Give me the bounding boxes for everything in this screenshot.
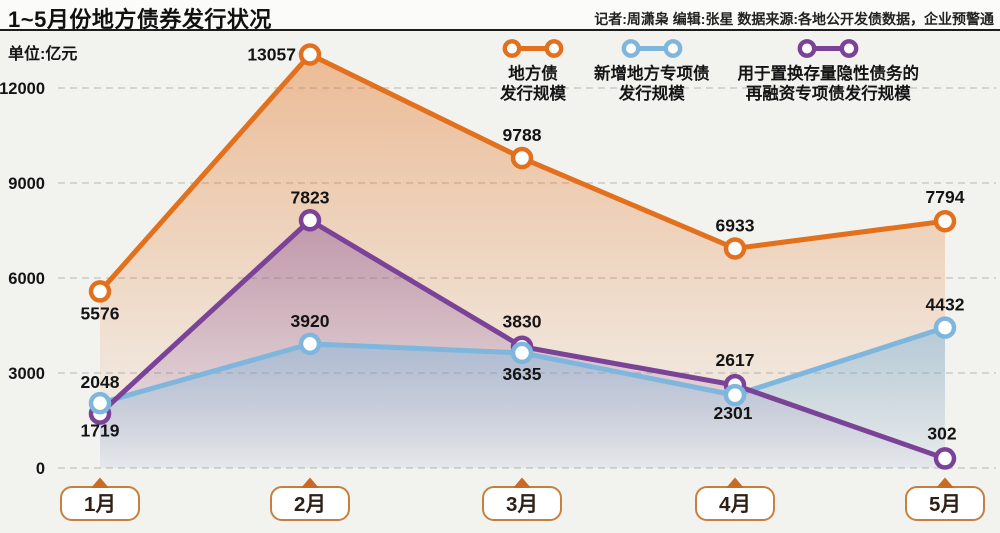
value-label: 2617 (716, 350, 755, 370)
pill-arrow-icon (936, 477, 954, 488)
x-axis-label: 2月 (294, 493, 326, 516)
pill-arrow-icon (726, 477, 744, 488)
unit-label: 单位:亿元 (8, 46, 78, 63)
data-point-marker (510, 146, 534, 170)
x-axis-label: 5月 (929, 493, 961, 516)
credits-text: 记者:周潇枭 编辑:张星 数据来源:各地公开发债数据，企业预警通 (594, 11, 994, 27)
data-point-marker (298, 209, 322, 232)
data-point-marker (723, 237, 747, 260)
legend-marker-icon (621, 39, 683, 58)
x-axis-label: 4月 (719, 493, 751, 516)
data-point-marker (933, 447, 957, 470)
chart-legend: 地方债 发行规模 新增地方专项债 发行规模 用于置换存量隐性债务的 再融资专项债发行规模 (500, 37, 919, 105)
value-label: 7823 (291, 187, 330, 207)
data-point-marker (933, 209, 957, 233)
data-point-marker (298, 332, 322, 356)
legend-marker-icon (502, 39, 564, 58)
legend-label: 地方债 发行规模 (500, 65, 566, 104)
legend-label: 用于置换存量隐性债务的 再融资专项债发行规模 (737, 65, 920, 104)
data-point-marker (88, 391, 112, 415)
y-tick-label: 12000 (0, 80, 45, 98)
y-tick-label: 9000 (8, 175, 45, 193)
legend-label: 新增地方专项债 发行规模 (594, 65, 710, 104)
y-tick-label: 0 (36, 460, 45, 478)
pill-arrow-icon (91, 477, 109, 488)
value-label: 3830 (503, 312, 542, 332)
data-point-marker (933, 316, 957, 339)
x-axis-label: 1月 (84, 493, 116, 516)
header-bar: 1~5月份地方债券发行状况 记者:周潇枭 编辑:张星 数据来源:各地公开发债数据… (0, 0, 1000, 32)
value-label: 6933 (716, 215, 755, 235)
value-label: 5576 (81, 303, 120, 323)
value-label: 1719 (81, 421, 120, 441)
data-point-marker (723, 383, 747, 407)
y-tick-label: 6000 (8, 270, 45, 288)
series-area-1 (100, 327, 945, 468)
value-label: 2048 (81, 372, 120, 392)
data-point-marker (88, 280, 112, 303)
x-axis-label: 3月 (506, 493, 538, 516)
data-point-marker (298, 43, 322, 66)
data-point-marker (510, 341, 534, 365)
legend-item-2: 用于置换存量隐性债务的 再融资专项债发行规模 (737, 37, 920, 105)
legend-marker-icon (797, 39, 859, 58)
value-label: 302 (927, 423, 956, 443)
pill-arrow-icon (301, 477, 319, 488)
value-label: 7794 (926, 187, 965, 207)
page-title: 1~5月份地方债券发行状况 (8, 7, 272, 32)
value-label: 4432 (926, 295, 965, 315)
y-tick-label: 3000 (8, 365, 45, 383)
value-label: 13057 (247, 45, 296, 65)
legend-item-0: 地方债 发行规模 (500, 37, 566, 105)
value-label: 3635 (503, 364, 542, 384)
value-label: 2301 (714, 403, 753, 423)
pill-arrow-icon (513, 477, 531, 488)
value-label: 9788 (503, 125, 542, 145)
value-label: 3920 (291, 311, 330, 331)
legend-item-1: 新增地方专项债 发行规模 (594, 37, 710, 105)
